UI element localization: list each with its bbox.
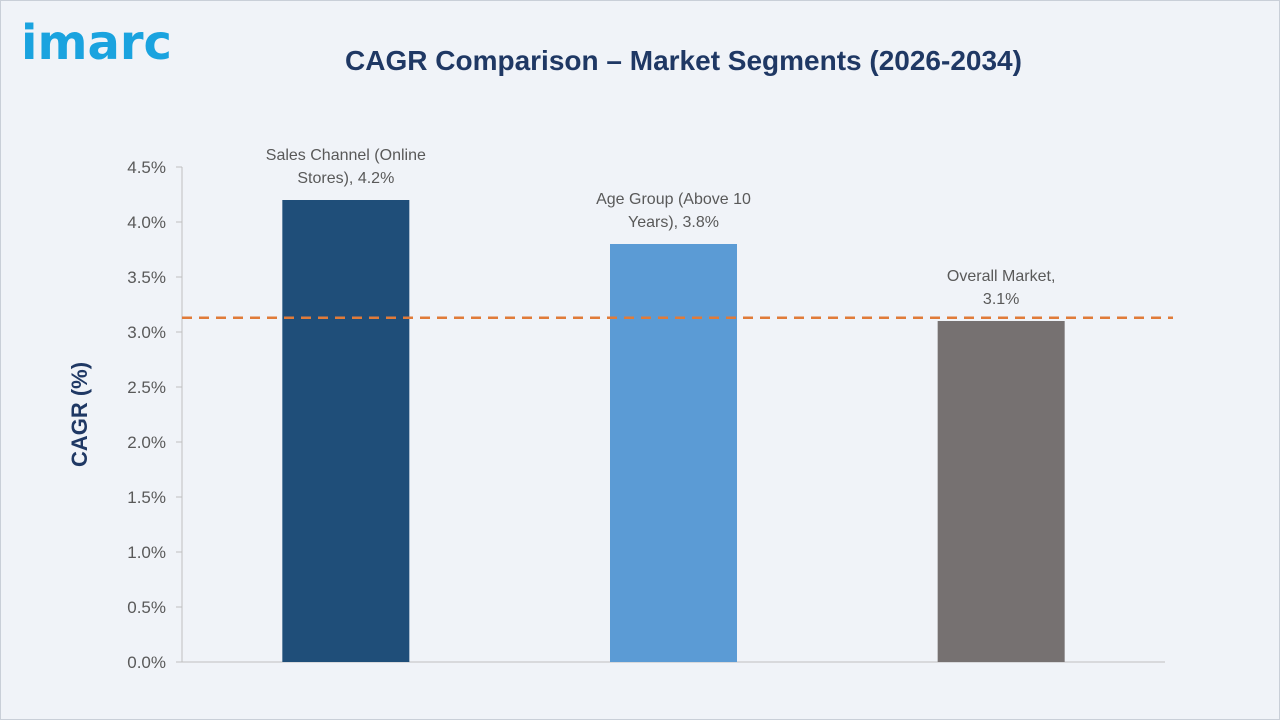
y-tick-label: 1.5%	[127, 488, 166, 507]
bar	[282, 200, 410, 662]
y-tick-label: 2.0%	[127, 433, 166, 452]
y-tick-label: 1.0%	[127, 543, 166, 562]
bar-data-label: Sales Channel (Online	[266, 147, 426, 164]
bar	[610, 244, 737, 662]
y-tick-label: 4.5%	[127, 158, 166, 177]
bar-data-label: 3.1%	[983, 291, 1019, 308]
y-tick-label: 0.0%	[127, 653, 166, 672]
y-tick-label: 4.0%	[127, 213, 166, 232]
bar	[937, 321, 1065, 662]
bar-data-label: Age Group (Above 10	[596, 191, 751, 208]
y-tick-label: 3.5%	[127, 268, 166, 287]
y-tick-label: 2.5%	[127, 378, 166, 397]
chart-title: CAGR Comparison – Market Segments (2026-…	[345, 45, 1022, 76]
y-tick-label: 0.5%	[127, 598, 166, 617]
bar-data-label: Stores), 4.2%	[297, 170, 394, 187]
y-tick-label: 3.0%	[127, 323, 166, 342]
bar-data-label: Overall Market,	[947, 268, 1055, 285]
bar-data-label: Years), 3.8%	[628, 214, 719, 231]
imarc-logo: imarc	[21, 15, 172, 71]
y-axis-title: CAGR (%)	[67, 362, 92, 467]
